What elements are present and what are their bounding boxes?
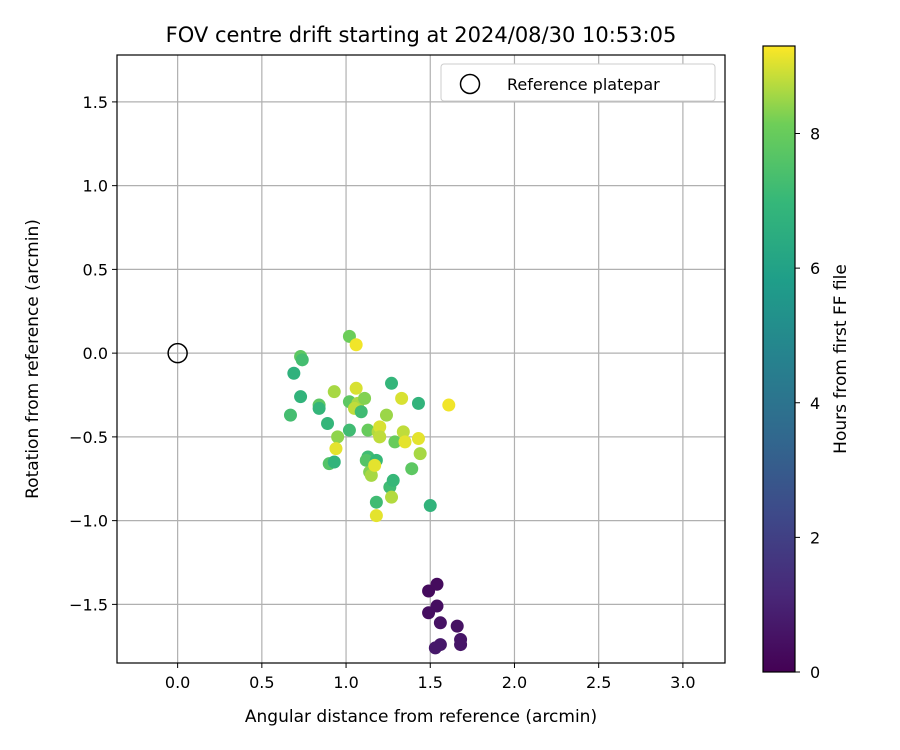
data-point <box>433 616 447 630</box>
x-tick-label: 1.5 <box>418 673 443 692</box>
colorbar-tick-label: 4 <box>810 394 820 413</box>
colorbar-label: Hours from first FF file <box>831 264 851 454</box>
x-tick-label: 0.0 <box>165 673 190 692</box>
legend: Reference platepar <box>440 63 716 102</box>
data-point <box>283 408 297 422</box>
data-point <box>379 408 393 422</box>
data-point <box>373 430 387 444</box>
data-point <box>442 398 456 412</box>
colorbar-tick-label: 0 <box>810 663 820 682</box>
data-point <box>349 381 363 395</box>
x-tick-label: 3.0 <box>670 673 695 692</box>
data-point <box>295 353 309 367</box>
y-tick-label: 1.5 <box>83 93 108 112</box>
colorbar-ticks: 0 2 4 6 8 <box>795 125 820 682</box>
data-point <box>368 458 382 472</box>
data-point <box>430 599 444 613</box>
data-point <box>385 490 399 504</box>
y-axis-ticks: 1.5 1.0 0.5 0.0 −0.5 −1.0 −1.5 <box>69 93 117 614</box>
data-point <box>430 577 444 591</box>
x-tick-label: 0.5 <box>249 673 274 692</box>
colorbar: 0 2 4 6 8 Hours from first FF file <box>762 45 851 682</box>
data-point <box>327 455 341 469</box>
data-point <box>321 416 335 430</box>
grid <box>117 55 725 663</box>
y-tick-label: 1.0 <box>83 177 108 196</box>
data-point <box>454 638 468 652</box>
data-point <box>329 442 343 456</box>
data-point <box>373 420 387 434</box>
colorbar-gradient <box>762 45 796 673</box>
colorbar-tick-label: 8 <box>810 125 820 144</box>
reference-platepar-marker <box>167 342 188 364</box>
data-point <box>369 509 383 523</box>
colorbar-tick-label: 6 <box>810 259 820 278</box>
y-tick-label: −1.5 <box>69 595 108 614</box>
x-axis-label: Angular distance from reference (arcmin) <box>245 707 597 727</box>
y-tick-label: −0.5 <box>69 428 108 447</box>
y-axis-label: Rotation from reference (arcmin) <box>23 219 43 499</box>
data-point <box>385 376 399 390</box>
data-point <box>433 638 447 652</box>
y-tick-label: 0.0 <box>83 344 108 363</box>
x-tick-label: 2.5 <box>586 673 611 692</box>
data-point <box>386 473 400 487</box>
data-point <box>411 396 425 410</box>
data-point <box>398 435 412 449</box>
legend-entry-label: Reference platepar <box>507 75 660 94</box>
data-point <box>396 425 410 439</box>
data-point <box>369 495 383 509</box>
colorbar-tick-label: 2 <box>810 528 820 547</box>
x-tick-label: 2.0 <box>502 673 527 692</box>
data-point <box>327 385 341 399</box>
data-point <box>331 430 345 444</box>
data-point <box>450 619 464 633</box>
data-point <box>364 468 378 482</box>
legend-reference-marker <box>459 73 481 95</box>
scatter-points <box>283 329 468 655</box>
data-point <box>287 366 301 380</box>
data-point <box>358 391 372 405</box>
data-point <box>354 405 368 419</box>
y-tick-label: −1.0 <box>69 512 108 531</box>
x-axis-ticks: 0.0 0.5 1.0 1.5 2.0 2.5 3.0 <box>165 663 696 692</box>
data-point <box>294 390 308 404</box>
data-point <box>405 462 419 476</box>
x-tick-label: 1.0 <box>333 673 358 692</box>
data-point <box>423 499 437 513</box>
data-point <box>388 435 402 449</box>
legend-box <box>440 63 716 102</box>
data-point <box>312 401 326 415</box>
y-tick-label: 0.5 <box>83 260 108 279</box>
data-point <box>413 447 427 461</box>
data-point <box>342 423 356 437</box>
data-point <box>349 338 363 352</box>
data-point <box>411 432 425 446</box>
plot-frame <box>116 54 726 664</box>
chart-title: FOV centre drift starting at 2024/08/30 … <box>166 23 677 47</box>
data-point <box>395 391 409 405</box>
data-point <box>361 423 375 437</box>
